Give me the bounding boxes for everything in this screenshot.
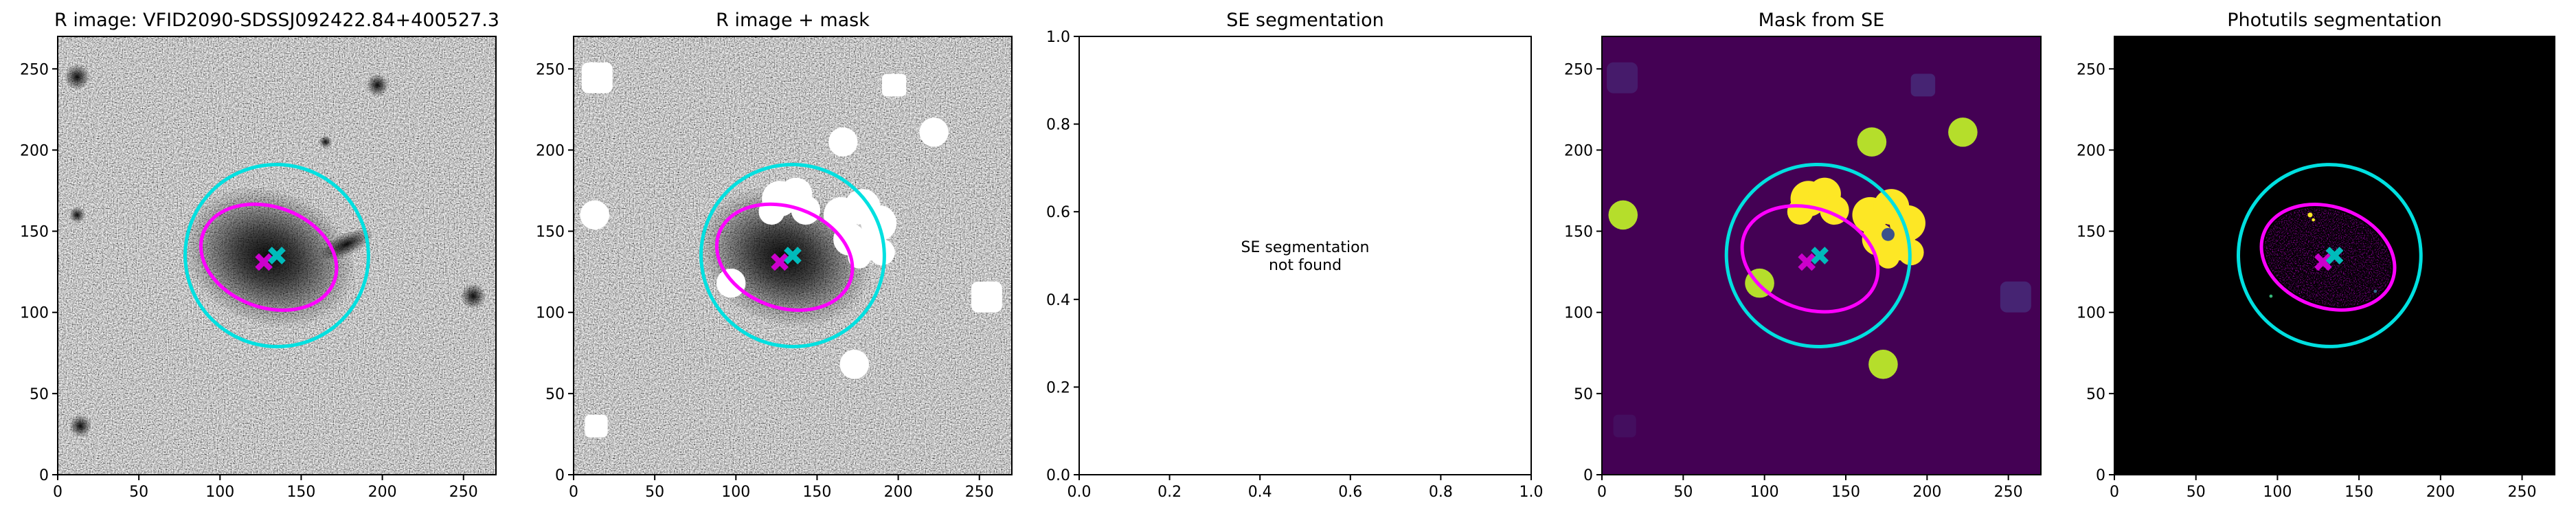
axes-frame xyxy=(57,36,497,475)
x-tick-label: 50 xyxy=(1673,484,1693,501)
x-tick-label: 250 xyxy=(965,484,994,501)
y-tick-label: 100 xyxy=(536,305,565,322)
x-tick-label: 150 xyxy=(2345,484,2373,501)
x-tick-label: 0 xyxy=(2110,484,2119,501)
y-tick-label: 0 xyxy=(39,467,49,484)
x-tick-label: 250 xyxy=(2508,484,2537,501)
x-tick-label: 250 xyxy=(449,484,478,501)
ellipse xyxy=(1724,163,1912,348)
y-tick-label: 50 xyxy=(545,386,565,403)
y-tick-label: 50 xyxy=(30,386,49,403)
marker xyxy=(2314,253,2332,271)
y-tick-label: 50 xyxy=(1574,386,1593,403)
y-tick-label: 0 xyxy=(1583,467,1593,484)
y-tick-label: 0.0 xyxy=(1046,467,1070,484)
annotation: SE segmentation xyxy=(1241,239,1370,256)
x-tick-label: 0.0 xyxy=(1067,484,1092,501)
ellipse xyxy=(2259,203,2397,312)
y-tick-label: 0.6 xyxy=(1046,204,1070,221)
y-tick-label: 200 xyxy=(536,142,565,159)
axes-frame xyxy=(2114,36,2555,475)
ellipse xyxy=(714,202,855,312)
y-tick-label: 200 xyxy=(2077,142,2105,159)
image xyxy=(58,36,496,475)
y-tick-label: 0 xyxy=(555,467,565,484)
y-tick-label: 150 xyxy=(2077,224,2105,241)
x-tick-label: 200 xyxy=(884,484,913,501)
x-tick-label: 200 xyxy=(1912,484,1941,501)
y-tick-label: 250 xyxy=(536,61,565,78)
x-tick-label: 200 xyxy=(2426,484,2455,501)
marker xyxy=(255,253,273,271)
y-tick-label: 250 xyxy=(1564,61,1593,78)
marker xyxy=(2325,247,2344,264)
x-tick-label: 0 xyxy=(53,484,63,501)
axes-frame xyxy=(1078,36,1532,475)
y-tick-label: 250 xyxy=(20,61,49,78)
axes-title: R image + mask xyxy=(716,10,870,31)
axes-title: Mask from SE xyxy=(1759,10,1885,31)
x-tick-label: 0 xyxy=(1597,484,1607,501)
y-tick-label: 0.8 xyxy=(1046,117,1070,134)
ellipse xyxy=(1740,204,1880,314)
y-tick-label: 1.0 xyxy=(1046,29,1070,46)
x-tick-label: 50 xyxy=(2187,484,2206,501)
x-tick-label: 150 xyxy=(286,484,315,501)
x-tick-label: 0.4 xyxy=(1248,484,1272,501)
x-tick-label: 0 xyxy=(569,484,578,501)
x-tick-label: 0.8 xyxy=(1429,484,1453,501)
y-tick-label: 200 xyxy=(20,142,49,159)
y-tick-label: 100 xyxy=(20,305,49,322)
axes-frame xyxy=(573,36,1013,475)
y-tick-label: 200 xyxy=(1564,142,1593,159)
annotation: not found xyxy=(1269,257,1342,274)
y-tick-label: 150 xyxy=(20,224,49,241)
marker xyxy=(1798,253,1816,271)
ellipse xyxy=(2237,163,2423,348)
axes-frame xyxy=(1601,36,2042,475)
x-tick-label: 1.0 xyxy=(1519,484,1544,501)
y-tick-label: 0.2 xyxy=(1046,379,1070,396)
x-tick-label: 200 xyxy=(368,484,397,501)
y-tick-label: 100 xyxy=(2077,305,2105,322)
marker xyxy=(784,247,802,264)
x-tick-label: 250 xyxy=(1994,484,2023,501)
ellipse xyxy=(699,163,886,348)
x-tick-label: 50 xyxy=(129,484,148,501)
marker xyxy=(1811,247,1829,264)
x-tick-label: 0.2 xyxy=(1157,484,1182,501)
y-tick-label: 150 xyxy=(536,224,565,241)
y-tick-label: 150 xyxy=(1564,224,1593,241)
y-tick-label: 0.4 xyxy=(1046,292,1070,309)
image xyxy=(1602,36,2041,475)
marker xyxy=(771,253,789,271)
x-tick-label: 0.6 xyxy=(1338,484,1362,501)
ellipse xyxy=(183,163,370,348)
y-tick-label: 250 xyxy=(2077,61,2105,78)
x-tick-label: 100 xyxy=(721,484,750,501)
ellipse xyxy=(199,202,339,312)
x-tick-label: 50 xyxy=(645,484,664,501)
marker xyxy=(268,247,286,264)
y-tick-label: 0 xyxy=(2096,467,2105,484)
y-tick-label: 100 xyxy=(1564,305,1593,322)
axes-title: Photutils segmentation xyxy=(2227,10,2442,31)
x-tick-label: 150 xyxy=(802,484,831,501)
y-tick-label: 50 xyxy=(2086,386,2105,403)
x-tick-label: 100 xyxy=(2263,484,2292,501)
x-tick-label: 150 xyxy=(1831,484,1860,501)
axes-title: SE segmentation xyxy=(1226,10,1383,31)
x-tick-label: 100 xyxy=(205,484,234,501)
x-tick-label: 100 xyxy=(1750,484,1779,501)
axes-title: R image: VFID2090-SDSSJ092422.84+400527.… xyxy=(54,10,499,31)
